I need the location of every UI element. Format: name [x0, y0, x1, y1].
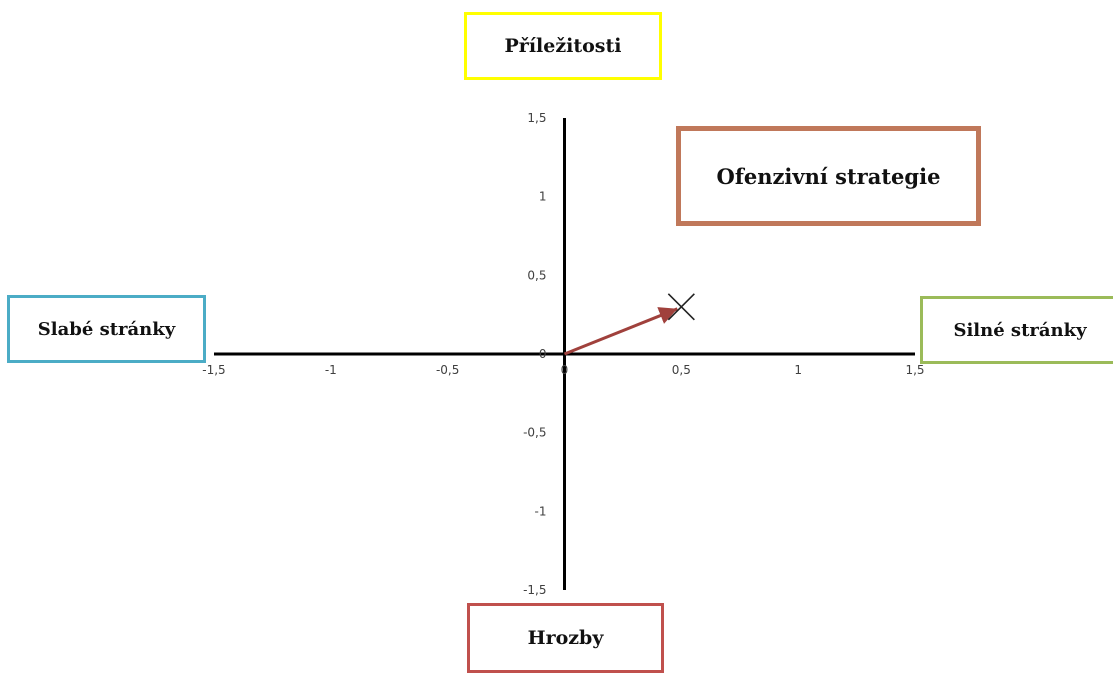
x-tick-label: 0	[561, 363, 569, 377]
y-tick-label: -0,5	[523, 426, 546, 440]
x-tick-label: 1	[794, 363, 802, 377]
weaknesses-label: Slabé stránky	[37, 318, 176, 340]
x-tick-label: -1,5	[202, 363, 225, 377]
y-tick-label: -1,5	[523, 583, 546, 597]
data-point-marker	[667, 293, 695, 321]
data-point-stroke	[667, 293, 695, 321]
opportunities-label-box: Příležitosti	[464, 12, 662, 80]
x-tick-label: 1,5	[905, 363, 924, 377]
y-tick-label: 0,5	[527, 268, 546, 282]
strategy-vector-arrow	[563, 307, 678, 356]
strengths-label: Silné stránky	[953, 319, 1087, 341]
y-tick-label: 1	[539, 190, 547, 204]
x-tick-label: 0,5	[672, 363, 691, 377]
y-tick-label: 1,5	[527, 111, 546, 125]
opportunities-label: Příležitosti	[504, 35, 622, 57]
threats-label: Hrozby	[527, 627, 604, 649]
x-tick-label: -0,5	[436, 363, 459, 377]
strategy-annotation-box: Ofenzivní strategie	[676, 126, 981, 226]
x-tick-label: -1	[325, 363, 337, 377]
strategy-annotation: Ofenzivní strategie	[716, 163, 941, 189]
strengths-label-box: Silné stránky	[920, 296, 1113, 364]
y-tick-label: 0	[539, 347, 547, 361]
weaknesses-label-box: Slabé stránky	[7, 295, 206, 363]
threats-label-box: Hrozby	[467, 603, 664, 673]
y-tick-label: -1	[535, 504, 547, 518]
